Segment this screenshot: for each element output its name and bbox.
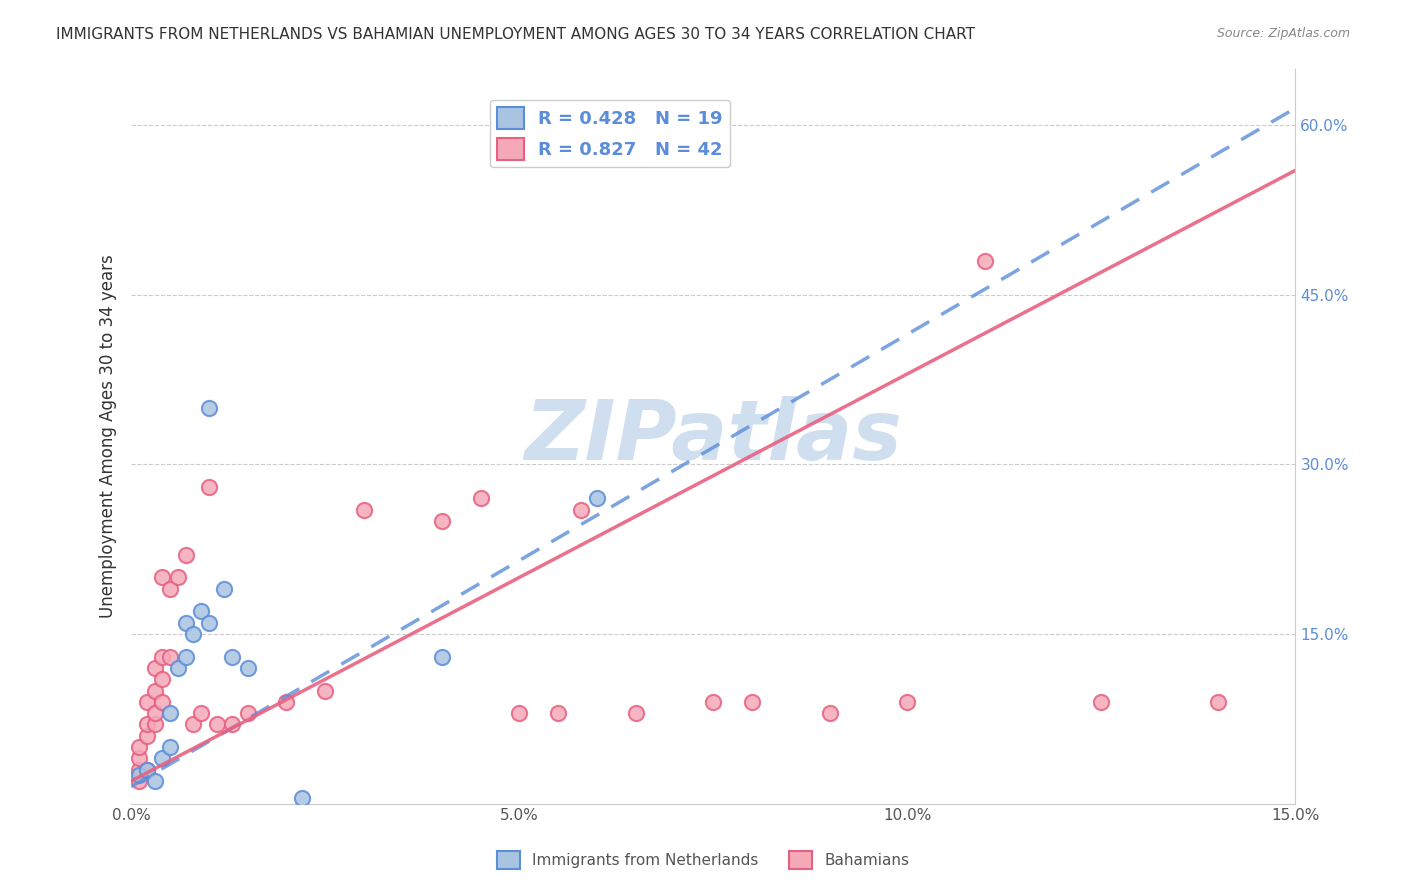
Point xyxy=(159,649,181,664)
Point xyxy=(174,649,197,664)
Point xyxy=(159,740,181,755)
Point xyxy=(159,706,181,720)
Point xyxy=(128,768,150,782)
Point xyxy=(135,695,157,709)
Point xyxy=(128,774,150,789)
Point xyxy=(430,649,453,664)
Point xyxy=(143,774,166,789)
Point xyxy=(818,706,841,720)
Point xyxy=(143,717,166,731)
Point xyxy=(159,582,181,596)
Point xyxy=(166,570,188,584)
Point xyxy=(128,751,150,765)
Point xyxy=(1206,695,1229,709)
Point xyxy=(198,480,221,494)
Point xyxy=(135,717,157,731)
Point xyxy=(150,751,173,765)
Point xyxy=(1090,695,1112,709)
Point xyxy=(150,672,173,686)
Point xyxy=(174,548,197,562)
Point xyxy=(166,661,188,675)
Point xyxy=(198,615,221,630)
Y-axis label: Unemployment Among Ages 30 to 34 years: Unemployment Among Ages 30 to 34 years xyxy=(100,254,117,618)
Point xyxy=(236,661,259,675)
Point xyxy=(276,695,298,709)
Point xyxy=(741,695,763,709)
Point xyxy=(221,649,243,664)
Point xyxy=(624,706,647,720)
Point xyxy=(135,763,157,777)
Point xyxy=(143,683,166,698)
Point xyxy=(702,695,724,709)
Point xyxy=(547,706,569,720)
Point xyxy=(291,791,314,805)
Point xyxy=(183,627,205,641)
Text: Source: ZipAtlas.com: Source: ZipAtlas.com xyxy=(1216,27,1350,40)
Point xyxy=(205,717,228,731)
Point xyxy=(236,706,259,720)
Point xyxy=(150,649,173,664)
Point xyxy=(221,717,243,731)
Point xyxy=(190,706,212,720)
Text: ZIPatlas: ZIPatlas xyxy=(524,395,903,476)
Text: IMMIGRANTS FROM NETHERLANDS VS BAHAMIAN UNEMPLOYMENT AMONG AGES 30 TO 34 YEARS C: IMMIGRANTS FROM NETHERLANDS VS BAHAMIAN … xyxy=(56,27,976,42)
Point xyxy=(508,706,530,720)
Point xyxy=(150,695,173,709)
Point xyxy=(143,661,166,675)
Point xyxy=(198,401,221,415)
Point xyxy=(135,763,157,777)
Legend: Immigrants from Netherlands, Bahamians: Immigrants from Netherlands, Bahamians xyxy=(491,845,915,875)
Point xyxy=(896,695,918,709)
Point xyxy=(143,706,166,720)
Point xyxy=(974,253,997,268)
Point xyxy=(571,502,593,516)
Point xyxy=(353,502,375,516)
Point xyxy=(150,570,173,584)
Point xyxy=(174,615,197,630)
Legend: R = 0.428   N = 19, R = 0.827   N = 42: R = 0.428 N = 19, R = 0.827 N = 42 xyxy=(489,100,730,167)
Point xyxy=(470,491,492,506)
Point xyxy=(314,683,336,698)
Point xyxy=(214,582,236,596)
Point xyxy=(586,491,609,506)
Point xyxy=(128,763,150,777)
Point xyxy=(128,740,150,755)
Point xyxy=(183,717,205,731)
Point xyxy=(135,729,157,743)
Point xyxy=(190,604,212,618)
Point xyxy=(430,514,453,528)
